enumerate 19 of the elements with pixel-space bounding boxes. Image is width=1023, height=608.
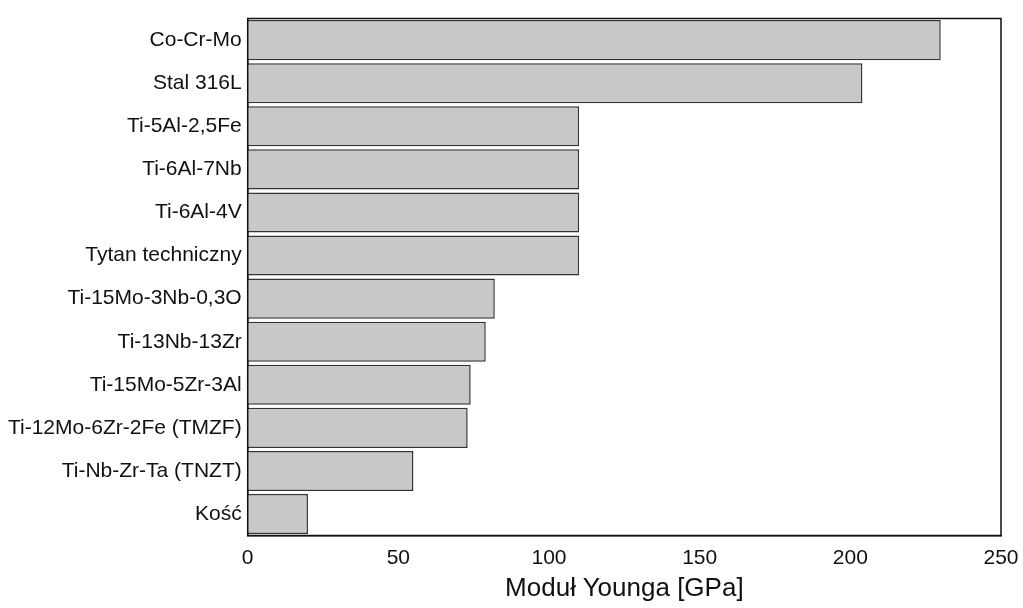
x-tick-label: 0: [241, 545, 254, 568]
x-tick-label: 50: [386, 545, 411, 568]
x-tick-label: 150: [682, 545, 718, 568]
y-tick-label: Stal 316L: [152, 70, 242, 94]
x-tick-label: 100: [531, 545, 567, 568]
x-tick-label: 250: [983, 545, 1019, 568]
y-tick-label: Ti-5Al-2,5Fe: [126, 113, 242, 137]
y-tick-label: Ti-13Nb-13Zr: [117, 328, 242, 352]
y-tick-label: Ti-15Mo-3Nb-0,3O: [67, 285, 242, 309]
y-tick-label: Ti-15Mo-5Zr-3Al: [89, 371, 242, 395]
y-tick-label: Kość: [195, 500, 242, 524]
y-tick-label: Ti-Nb-Zr-Ta (TNZT): [61, 457, 242, 481]
y-tick-label: Ti-6Al-7Nb: [142, 156, 242, 180]
y-tick-label: Co-Cr-Mo: [149, 26, 242, 50]
y-tick-label: Ti-12Mo-6Zr-2Fe (TMZF): [7, 414, 242, 438]
y-tick-label: Ti-6Al-4V: [154, 199, 242, 223]
x-tick-label: 200: [832, 545, 868, 568]
x-axis-title: Moduł Younga [GPa]: [505, 571, 744, 602]
y-tick-label: Tytan techniczny: [85, 242, 243, 266]
